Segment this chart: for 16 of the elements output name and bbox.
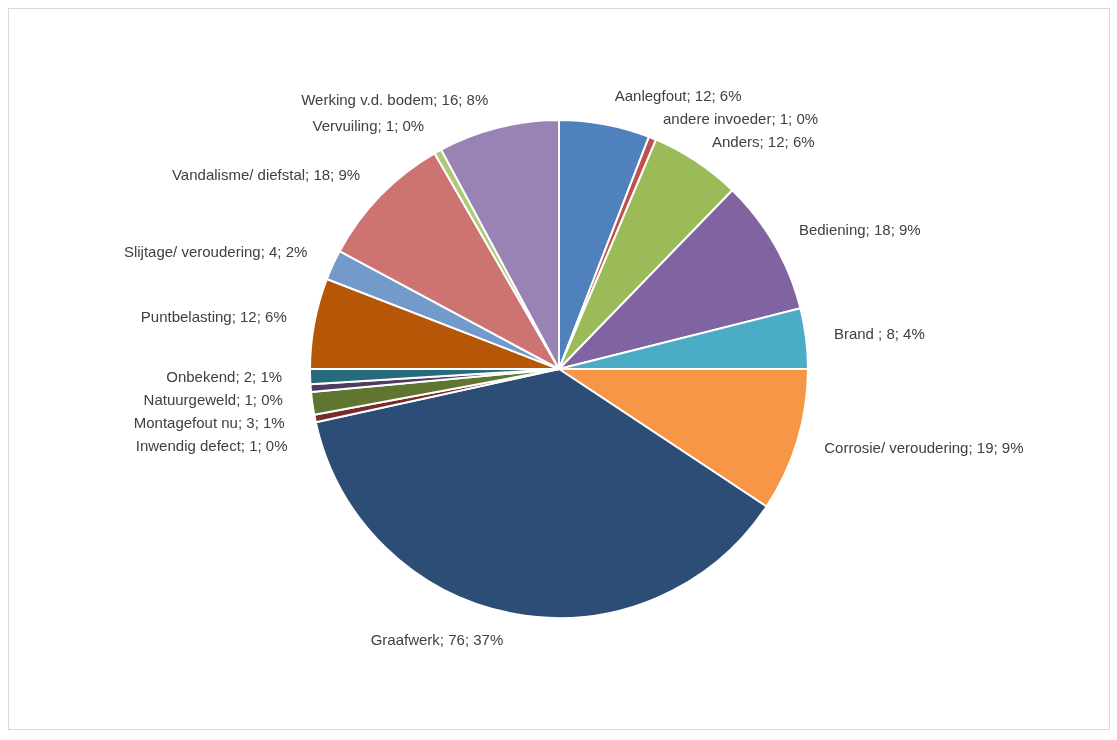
slice-label: Aanlegfout; 12; 6% [614,86,742,104]
slice-label: Onbekend; 2; 1% [166,367,283,385]
slice-label: Vervuiling; 1; 0% [312,117,425,135]
slice-label: Anders; 12; 6% [712,132,815,150]
slice-label: Vandalisme/ diefstal; 18; 9% [171,166,361,184]
slice-label: Puntbelasting; 12; 6% [140,308,287,326]
slice-label: Corrosie/ veroudering; 19; 9% [824,439,1024,457]
slice-label: Montagefout nu; 3; 1% [133,413,285,431]
slice-label: Inwendig defect; 1; 0% [135,436,288,454]
slice-label: Bediening; 18; 9% [798,220,921,238]
slice-label: andere invoeder; 1; 0% [663,109,819,127]
slice-label: Graafwerk; 76; 37% [370,631,504,649]
slice-label: Brand ; 8; 4% [833,325,925,343]
slice-label: Werking v.d. bodem; 16; 8% [301,90,489,108]
slice-label: Slijtage/ veroudering; 4; 2% [123,243,308,261]
slice-label: Natuurgeweld; 1; 0% [143,390,283,408]
